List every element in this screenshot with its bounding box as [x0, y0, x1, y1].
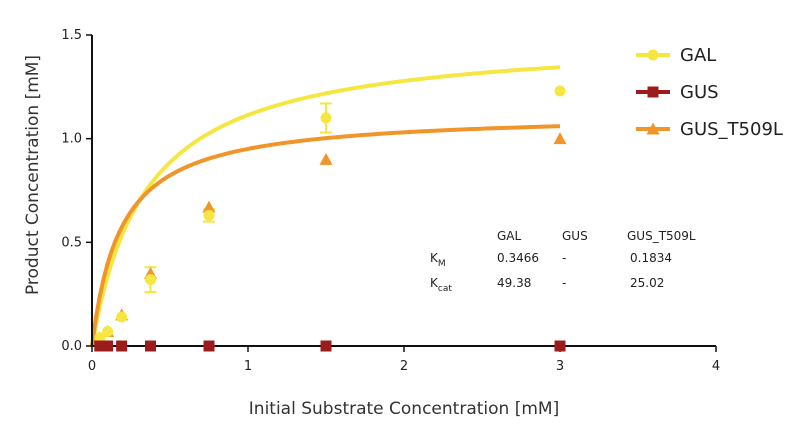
point-gus	[94, 340, 106, 352]
x-tick-label: 4	[712, 359, 720, 374]
point-gus	[116, 340, 128, 352]
table-cell-km-gal: 0.3466	[497, 251, 539, 265]
y-tick-label: 0.5	[61, 235, 82, 250]
point-gus	[203, 340, 215, 352]
table-cell-km-gus-t509l: 0.1834	[630, 251, 672, 265]
error-bars	[144, 102, 332, 294]
legend-marker-gus-t509l	[646, 122, 660, 135]
table-cell-kcat-gus: -	[562, 276, 566, 290]
point-gal	[145, 274, 156, 286]
table-cell-kcat-gus-t509l: 25.02	[630, 276, 664, 290]
point-gus	[320, 340, 332, 352]
legend-marker-gus	[647, 86, 659, 98]
point-gus-t509l	[553, 132, 567, 145]
point-gus-t509l	[319, 152, 333, 165]
table-cell-kcat-gal: 49.38	[497, 276, 531, 290]
point-gus-t509l	[202, 200, 216, 213]
legend-label-gal: GAL	[680, 45, 716, 66]
y-axis-title: Product Concentration [mM]	[23, 55, 43, 295]
point-gal	[320, 112, 332, 124]
fit-curve-gal	[90, 65, 561, 347]
fit-curve-gus-t509l	[90, 124, 561, 347]
point-gal	[94, 332, 106, 344]
legend-label-gus: GUS	[680, 82, 719, 103]
legend-marker-gal	[647, 49, 659, 61]
table-header-gus-t509l: GUS_T509L	[627, 229, 696, 243]
table-row-km-label: KM	[430, 251, 446, 269]
y-tick-label: 1.5	[61, 28, 82, 43]
ticks: 0 1 2 3 4 0.0 0.5 1.0 1.5	[61, 28, 720, 374]
y-tick-label: 0.0	[61, 339, 82, 354]
point-gus	[554, 340, 566, 352]
x-axis-title: Initial Substrate Concentration [mM]	[249, 399, 559, 419]
x-tick-label: 2	[400, 359, 408, 374]
fit-curves	[90, 65, 561, 347]
legend-label-gus-t509l: GUS_T509L	[680, 119, 783, 140]
point-gal	[102, 325, 114, 337]
y-tick-label: 1.0	[61, 132, 82, 147]
point-gal	[116, 311, 128, 323]
x-tick-label: 1	[244, 359, 252, 374]
point-gus	[102, 340, 114, 352]
point-gus	[145, 340, 156, 352]
kinetics-table: GAL GUS GUS_T509L KM 0.3466 - 0.1834 Kca…	[430, 229, 696, 294]
table-header-gus: GUS	[562, 229, 588, 243]
data-points	[93, 85, 567, 352]
point-gal	[203, 209, 215, 221]
x-tick-label: 0	[88, 359, 96, 374]
table-cell-km-gus: -	[562, 251, 566, 265]
table-header-gal: GAL	[497, 229, 522, 243]
x-tick-label: 3	[556, 359, 564, 374]
legend: GAL GUS GUS_T509L	[636, 45, 783, 140]
point-gal	[554, 85, 566, 97]
table-row-kcat-label: Kcat	[430, 276, 452, 294]
